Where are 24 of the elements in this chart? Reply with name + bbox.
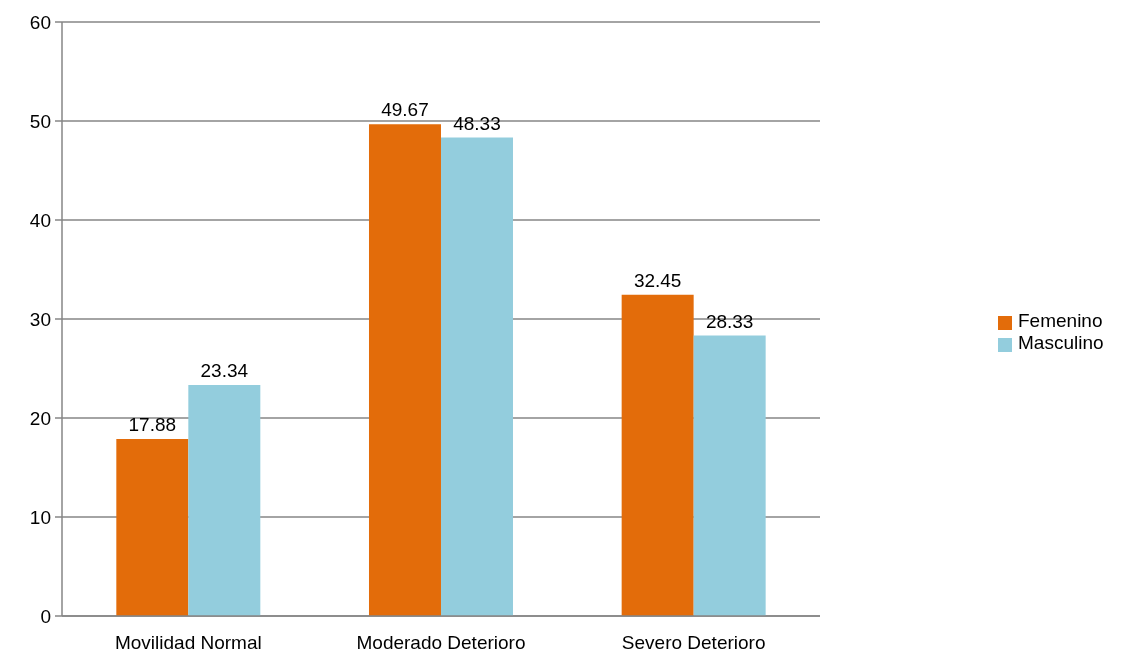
y-tick-label: 30 (29, 308, 51, 330)
legend-label: Masculino (1018, 332, 1104, 353)
bar (188, 384, 261, 616)
bar (621, 294, 694, 616)
bar (368, 124, 441, 616)
x-tick-label: Moderado Deterioro (356, 632, 526, 654)
x-tick-label: Movilidad Normal (114, 632, 262, 654)
y-tick-label: 10 (29, 506, 51, 528)
y-tick-label: 40 (29, 209, 51, 231)
y-tick-label: 0 (40, 605, 51, 627)
bar (440, 137, 513, 616)
data-label: 23.34 (200, 359, 249, 381)
y-tick-label: 60 (29, 11, 51, 33)
bar (116, 438, 189, 616)
data-label: 48.33 (453, 112, 501, 134)
data-label: 32.45 (633, 269, 682, 291)
data-label: 17.88 (128, 413, 177, 435)
y-tick-label: 20 (29, 407, 51, 429)
data-label: 49.67 (381, 99, 429, 121)
legend-label: Femenino (1018, 310, 1103, 331)
y-tick-label: 50 (29, 110, 51, 132)
x-tick-label: Severo Deterioro (621, 632, 766, 654)
bar (693, 335, 766, 616)
data-label: 28.33 (705, 310, 754, 332)
